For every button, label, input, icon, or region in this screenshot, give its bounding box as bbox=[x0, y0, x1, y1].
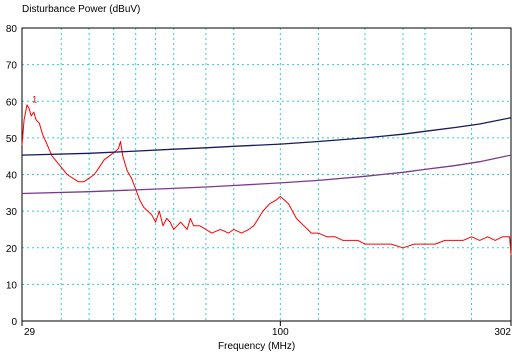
y-axis-ticks: 0 10 20 30 40 50 60 70 80 bbox=[6, 24, 18, 328]
y-tick-label: 80 bbox=[6, 24, 18, 35]
y-tick-label: 40 bbox=[6, 171, 18, 182]
y-tick-label: 60 bbox=[6, 97, 18, 108]
grid-lines bbox=[21, 28, 512, 321]
x-tick-label: 29 bbox=[24, 327, 36, 338]
x-tick-label: 302 bbox=[494, 327, 511, 338]
series-line-1 bbox=[21, 104, 512, 256]
y-tick-label: 70 bbox=[6, 61, 18, 72]
x-axis-ticks: 29 100 302 bbox=[21, 321, 512, 338]
series-line-3 bbox=[21, 154, 512, 195]
plot-area-frame bbox=[21, 27, 512, 322]
chart-title: Disturbance Power (dBuV) bbox=[22, 4, 140, 15]
y-tick-label: 30 bbox=[6, 207, 18, 218]
series-line-2 bbox=[21, 117, 512, 156]
y-tick-label: 0 bbox=[11, 317, 17, 328]
x-tick-label: 100 bbox=[272, 327, 289, 338]
y-tick-label: 20 bbox=[6, 244, 18, 255]
y-tick-label: 10 bbox=[6, 280, 18, 291]
data-series bbox=[21, 104, 512, 256]
y-tick-label: 50 bbox=[6, 134, 18, 145]
x-axis-label: Frequency (MHz) bbox=[218, 341, 295, 352]
marker-label: 1 bbox=[32, 94, 37, 104]
